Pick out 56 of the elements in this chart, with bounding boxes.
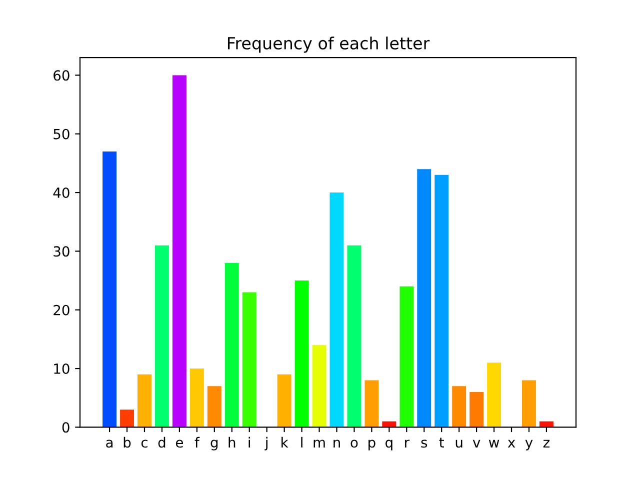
y-tick-label: 30: [54, 246, 70, 257]
bar: [347, 245, 362, 428]
bar: [417, 169, 432, 428]
x-tick-label: h: [228, 436, 236, 448]
bar: [522, 380, 536, 428]
y-tick-label: 10: [54, 364, 70, 374]
x-tick-label: u: [456, 440, 462, 448]
bar: [452, 386, 466, 428]
bar: [154, 245, 169, 428]
bar: [172, 75, 186, 428]
bar: [364, 380, 379, 428]
bar: [330, 192, 344, 428]
x-tick-label: o: [350, 440, 358, 448]
x-tick-label: j: [264, 436, 268, 450]
y-tick-label: 0: [62, 422, 70, 433]
x-tick-label: e: [176, 440, 183, 448]
chart-title: Frequency of each letter: [228, 36, 430, 53]
x-tick-label: r: [405, 440, 410, 448]
bar: [487, 362, 502, 428]
x-tick-label: a: [106, 440, 113, 448]
bar: [242, 292, 256, 428]
x-tick-label: w: [488, 440, 500, 448]
bar: [190, 368, 204, 428]
x-tick-label: v: [472, 440, 480, 448]
bar: [102, 151, 117, 428]
x-tick-label: k: [282, 436, 288, 448]
y-tick-label: 40: [53, 188, 70, 198]
x-tick-label: d: [158, 436, 166, 448]
x-tick-label: i: [248, 436, 250, 448]
x-tick-label: y: [525, 440, 533, 450]
x-tick-label: g: [210, 440, 218, 450]
bar: [470, 392, 484, 428]
x-tick-label: t: [439, 438, 444, 448]
bar: [138, 374, 152, 428]
x-tick-label: x: [508, 440, 516, 448]
bar: [120, 410, 134, 428]
x-tick-label: p: [368, 440, 376, 450]
bar: [400, 286, 414, 428]
y-tick-label: 50: [54, 128, 70, 140]
x-tick-label: l: [301, 436, 302, 448]
x-tick-label: f: [194, 436, 200, 448]
x-tick-label: b: [124, 436, 131, 448]
x-tick-label: m: [314, 440, 325, 448]
x-tick-label: q: [386, 440, 392, 450]
bar: [312, 345, 326, 428]
bar: [224, 262, 239, 428]
x-tick-label: n: [334, 440, 340, 448]
x-tick-label: s: [421, 440, 428, 448]
bar: [207, 386, 222, 428]
y-tick-label: 20: [54, 304, 70, 316]
x-tick-label: z: [543, 440, 550, 448]
bar: [277, 374, 292, 428]
y-tick-label: 60: [54, 70, 70, 81]
bar: [294, 280, 309, 428]
bar: [434, 174, 449, 428]
x-tick-label: c: [141, 440, 148, 448]
